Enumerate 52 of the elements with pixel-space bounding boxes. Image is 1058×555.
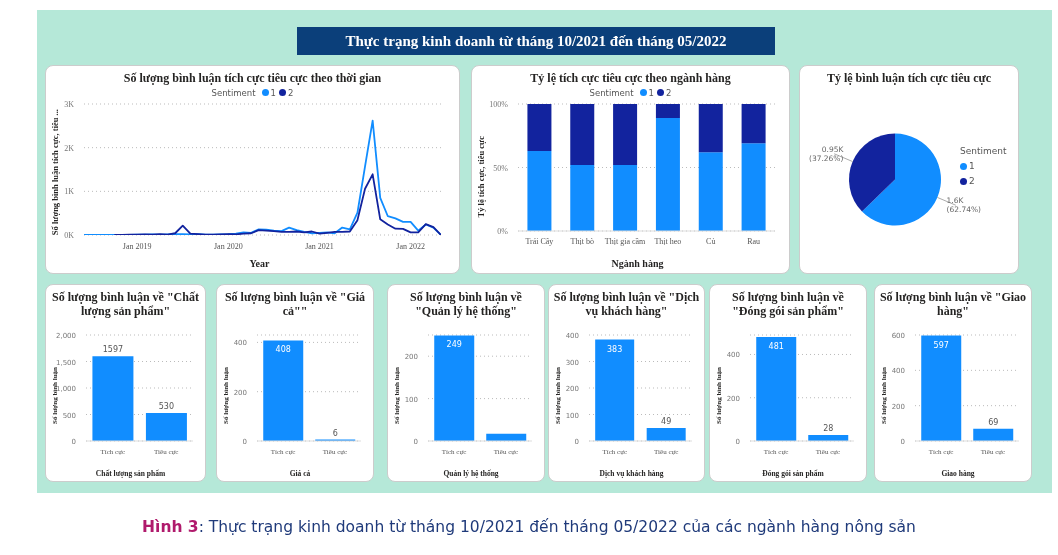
y-tick-label: 0K: [64, 230, 75, 240]
legend-label: 1: [969, 161, 975, 171]
y-tick-label: 1K: [64, 187, 75, 197]
x-tick-label: Jan 2022: [396, 241, 425, 251]
y-axis-title: Số lượng bình luận tích cực, tiêu ...: [50, 109, 61, 236]
y-axis-title: Tỷ lệ tích cực, tiêu cực: [476, 135, 487, 218]
chart-title: Số lượng bình luận tích cực tiêu cực theo thời gian: [122, 70, 383, 87]
x-tick-label: Thịt heo: [654, 236, 682, 246]
data-label: 408: [275, 345, 291, 355]
x-tick-label: Jan 2021: [305, 241, 334, 251]
legend-title: Sentiment: [589, 87, 634, 98]
legend-title: Sentiment: [211, 87, 256, 98]
x-tick-label: Trái Cây: [525, 236, 554, 246]
text: Thực trạng kinh doanh từ tháng 10/2021 đến tháng 05/2022: [297, 27, 775, 55]
data-label: 28: [823, 423, 834, 433]
y-tick-label: 50%: [493, 163, 509, 173]
x-tick-label: Jan 2020: [213, 241, 243, 251]
chart-title: Số lượng bình luận về "Đóng gói sản phẩm": [731, 289, 845, 320]
chart-title: Số lượng bình luận về "Quản lý hệ thống": [409, 289, 523, 320]
data-label: 1597: [102, 344, 124, 354]
chart-title: Số lượng bình luận về "Giao hàng": [878, 289, 1028, 320]
y-tick-label: 2K: [64, 143, 75, 153]
data-label: 49: [661, 416, 672, 426]
legend-label: 1: [648, 87, 654, 98]
y-tick-label: 0%: [497, 226, 509, 236]
chart-title: Số lượng bình luận về "Giá cả"": [223, 289, 367, 320]
text: Hình 3: Thực trạng kinh doanh từ tháng 10/2021 đến tháng 05/2022 của các ngành hàng nông sản: [141, 518, 917, 536]
x-axis-title: Ngành hàng: [610, 258, 665, 270]
data-label: 69: [988, 417, 999, 427]
data-label: 6: [332, 428, 338, 438]
data-label: 597: [933, 340, 949, 350]
x-tick-label: Thịt gia cầm: [604, 236, 647, 246]
data-label: 481: [768, 341, 784, 351]
data-label: 383: [607, 344, 623, 354]
data-label: 530: [158, 401, 175, 411]
x-axis-title: Year: [248, 258, 271, 270]
y-tick-label: 100%: [489, 99, 509, 109]
chart-title: Tỷ lệ tích cực tiêu cực theo ngành hàng: [529, 70, 732, 87]
legend-label: 2: [665, 87, 672, 98]
x-tick-label: Jan 2019: [122, 241, 152, 251]
data-label: 249: [446, 340, 462, 350]
x-tick-label: Củ: [706, 236, 716, 246]
legend-title: Sentiment: [960, 146, 1007, 156]
chart-title: Số lượng bình luận về "Dịch vụ khách hàng": [552, 289, 701, 320]
chart-title: Số lượng bình luận về "Chất lượng sản phẩm": [51, 289, 200, 320]
legend-label: 1: [270, 87, 276, 98]
chart-title: Tỷ lệ bình luận tích cực tiêu cực: [825, 70, 993, 87]
legend-label: 2: [969, 176, 975, 186]
y-tick-label: 3K: [64, 99, 75, 109]
legend-label: 2: [287, 87, 294, 98]
x-tick-label: Thịt bò: [570, 236, 594, 246]
x-tick-label: Rau: [747, 236, 761, 246]
